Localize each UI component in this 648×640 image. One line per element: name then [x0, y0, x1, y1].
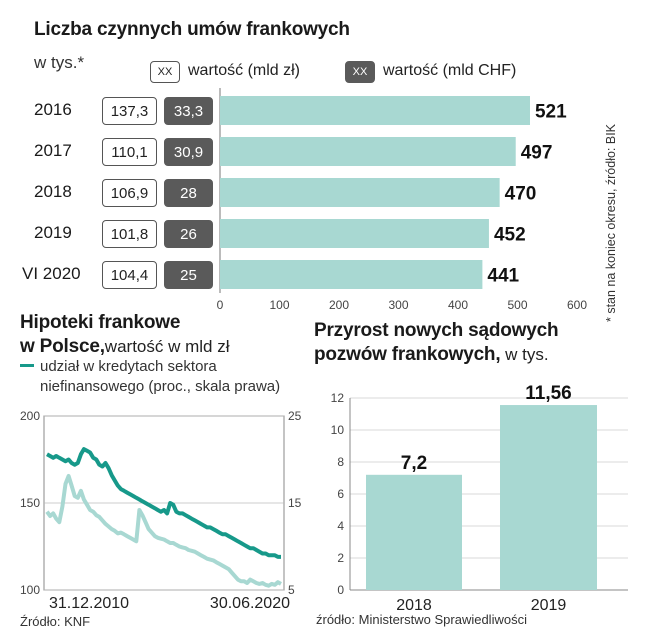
- row-chf-value: 30,9: [164, 138, 213, 166]
- right-chart-title-line2: pozwów frankowych, w tys.: [314, 344, 549, 366]
- row-year-label: 2018: [34, 182, 72, 201]
- bar-2016: [220, 96, 530, 125]
- row-pln-value: 137,3: [102, 97, 157, 125]
- bar-value-label: 497: [521, 143, 553, 164]
- row-year-label: 2019: [34, 223, 72, 242]
- bar-value-label: 452: [494, 225, 526, 246]
- row-pln-value: 101,8: [102, 220, 157, 248]
- row-chf-value: 33,3: [164, 97, 213, 125]
- row-chf-value: 25: [164, 261, 213, 289]
- row-chf-value: 26: [164, 220, 213, 248]
- row-pln-value: 110,1: [102, 138, 157, 166]
- left-legend-line1: udział w kredytach sektora: [40, 358, 217, 375]
- right-source: źródło: Ministerstwo Sprawiedliwości: [316, 612, 527, 627]
- right-y-tick: 2: [337, 551, 344, 565]
- right-bar-chart: 0 2 4 6 8 10 12 7,2 2018 11,56 2019: [331, 383, 628, 614]
- right-x-tick: 2018: [396, 597, 432, 614]
- right-bar-value-label: 7,2: [401, 453, 427, 474]
- row-year-label: 2016: [34, 100, 72, 119]
- line-y-left-tick: 100: [20, 583, 40, 597]
- line-y-right-tick: 25: [288, 409, 302, 423]
- top-x-tick: 400: [448, 298, 468, 312]
- top-x-tick: 600: [567, 298, 587, 312]
- series-line-share: [45, 474, 282, 588]
- right-y-tick: 8: [337, 455, 344, 469]
- top-x-tick: 200: [329, 298, 349, 312]
- right-x-tick: 2019: [531, 597, 567, 614]
- top-x-tick: 0: [217, 298, 224, 312]
- right-chart-title-rest: w tys.: [500, 345, 549, 364]
- row-year-label: 2017: [34, 141, 72, 160]
- right-y-tick: 6: [337, 487, 344, 501]
- top-x-tick: 500: [507, 298, 527, 312]
- line-x-end-label: 30.06.2020: [210, 595, 290, 612]
- right-y-tick: 10: [331, 423, 345, 437]
- right-y-tick: 12: [331, 391, 345, 405]
- bar-2017: [220, 137, 516, 166]
- right-bar-value-label: 11,56: [525, 383, 572, 404]
- line-y-left-tick: 200: [20, 409, 40, 423]
- top-chart-subtitle: w tys.*: [34, 53, 85, 72]
- left-chart-title-rest: wartość w mld zł: [104, 337, 230, 356]
- left-source: Źródło: KNF: [20, 614, 91, 629]
- right-y-tick: 0: [337, 583, 344, 597]
- bar-value-label: 470: [505, 184, 537, 205]
- right-bar-2018: [366, 474, 462, 590]
- row-pln-value: 106,9: [102, 179, 157, 207]
- top-chart-title: Liczba czynnych umów frankowych: [34, 19, 350, 40]
- legend-dark-box: XX: [345, 61, 375, 83]
- legend-light-box: XX: [150, 61, 180, 83]
- bar-2018: [220, 178, 500, 207]
- right-bar-2019: [500, 405, 597, 590]
- right-chart-title-line1: Przyrost nowych sądowych: [314, 320, 559, 341]
- series-line-value: [46, 447, 281, 559]
- row-year-label: VI 2020: [22, 264, 81, 283]
- right-chart-title-bold: pozwów frankowych,: [314, 344, 501, 365]
- legend-line-swatch: [20, 364, 34, 367]
- right-y-tick: 4: [337, 519, 344, 533]
- line-y-right-tick: 5: [288, 583, 295, 597]
- row-pln-value: 104,4: [102, 261, 157, 289]
- top-x-tick: 300: [388, 298, 408, 312]
- left-legend-line2: niefinansowego (proc., skala prawa): [40, 378, 281, 395]
- left-chart-title-line1: Hipoteki frankowe: [20, 312, 181, 333]
- top-bar-chart: 521 497 470 452 441 0 100 200 300 400 500 600: [217, 88, 587, 312]
- bar-2019: [220, 219, 489, 248]
- line-x-start-label: 31.12.2010: [49, 595, 129, 612]
- left-chart-title-bold: w Polsce,: [20, 336, 105, 357]
- bar-value-label: 441: [487, 266, 519, 287]
- left-chart-title-line2: w Polsce,wartość w mld zł: [20, 336, 229, 358]
- line-y-left-tick: 150: [20, 496, 40, 510]
- legend-light-label: wartość (mld zł): [188, 62, 301, 79]
- bar-vi-2020: [220, 260, 483, 289]
- legend-dark-label: wartość (mld CHF): [383, 62, 517, 79]
- line-y-right-tick: 15: [288, 496, 302, 510]
- left-line-chart: 100 150 200 5 15 25 31.12.2010 30.06.2020: [20, 409, 302, 612]
- row-chf-value: 28: [164, 179, 213, 207]
- side-note: * stan na koniec okresu, źródło: BIK: [604, 123, 618, 322]
- top-x-tick: 100: [269, 298, 289, 312]
- bar-value-label: 521: [535, 102, 567, 123]
